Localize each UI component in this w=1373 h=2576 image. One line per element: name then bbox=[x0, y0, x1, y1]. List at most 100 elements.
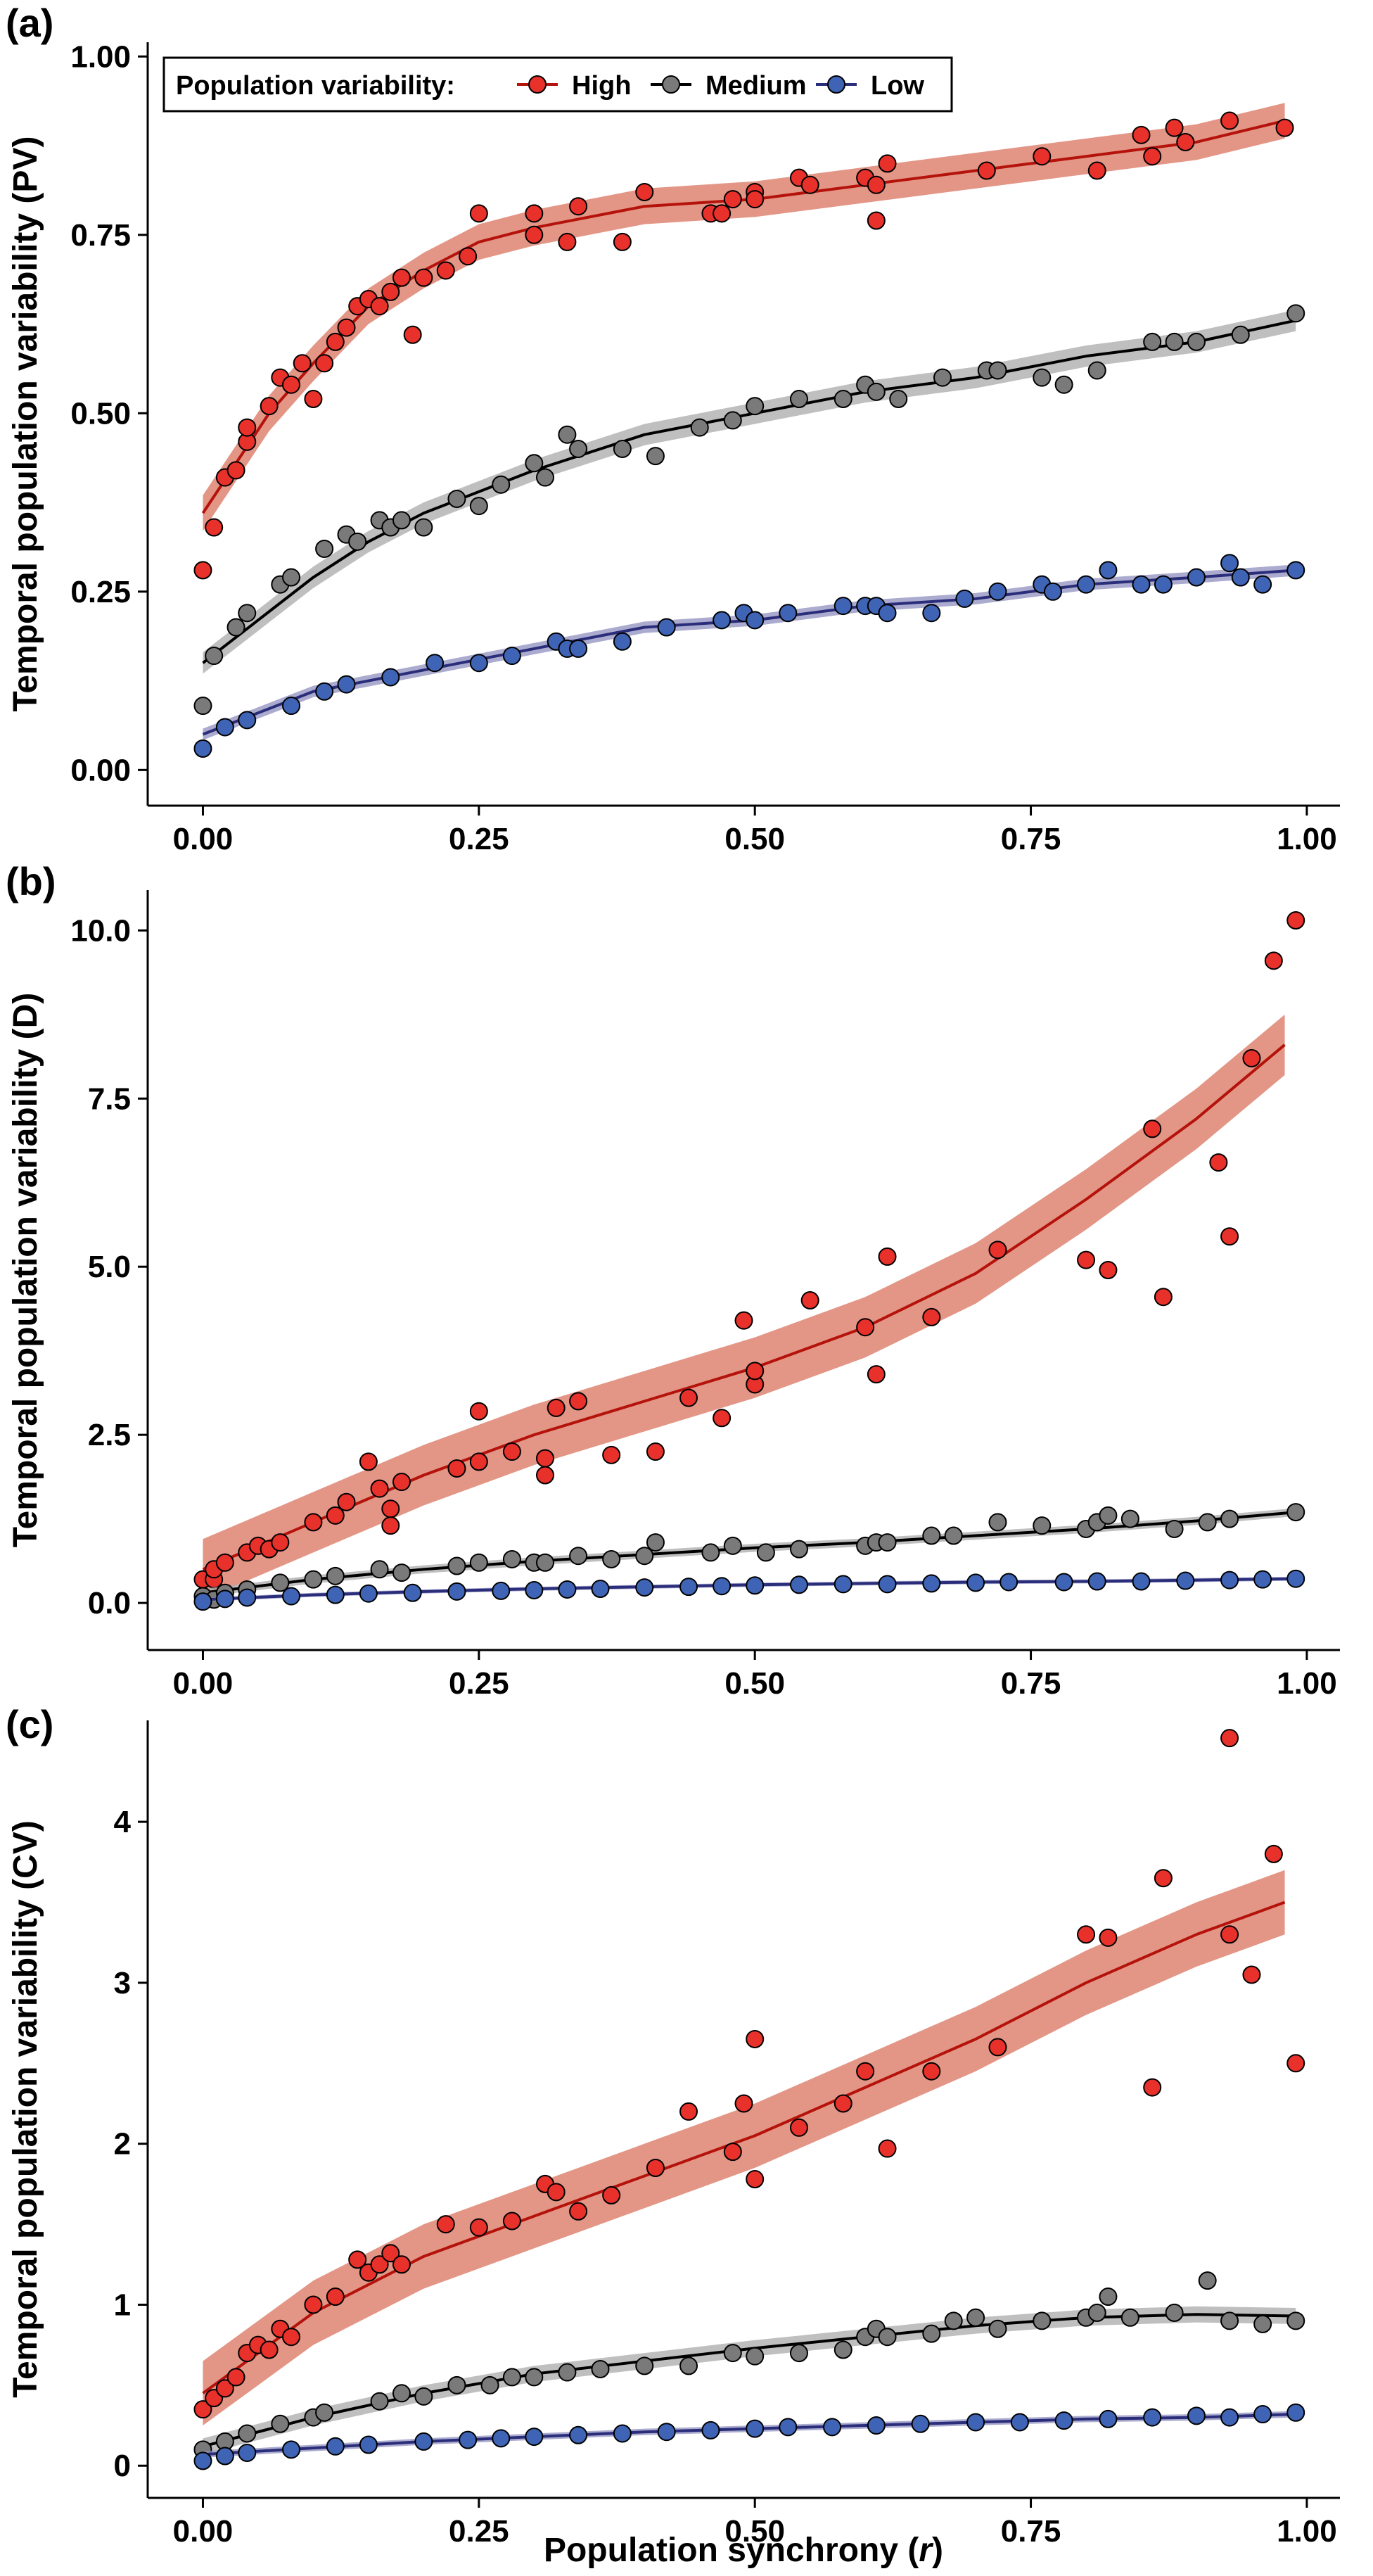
data-point bbox=[922, 1526, 941, 1545]
data-point bbox=[271, 2414, 290, 2433]
data-point bbox=[746, 1576, 765, 1595]
data-point bbox=[469, 1553, 488, 1572]
data-point bbox=[1099, 2288, 1118, 2307]
data-point bbox=[713, 611, 732, 630]
data-point bbox=[878, 604, 897, 623]
series-high bbox=[193, 911, 1305, 1600]
data-point bbox=[646, 1533, 665, 1552]
data-point bbox=[271, 1573, 290, 1592]
data-point bbox=[856, 1318, 875, 1337]
data-point bbox=[591, 1580, 610, 1599]
data-point bbox=[381, 1499, 400, 1518]
data-point bbox=[789, 390, 808, 409]
data-point bbox=[679, 1388, 698, 1407]
data-point bbox=[1220, 1227, 1239, 1246]
data-point bbox=[348, 2250, 367, 2269]
data-point bbox=[392, 1473, 411, 1492]
data-point bbox=[988, 1513, 1007, 1532]
data-point bbox=[723, 2143, 742, 2162]
data-point bbox=[1132, 1572, 1151, 1591]
data-point bbox=[988, 582, 1007, 601]
data-point bbox=[492, 475, 511, 494]
panel-letter: (b) bbox=[6, 859, 56, 903]
data-point bbox=[878, 1533, 897, 1552]
data-point bbox=[469, 204, 488, 223]
x-tick-label: 0.00 bbox=[173, 1666, 234, 1701]
data-point bbox=[657, 618, 676, 637]
data-point bbox=[977, 161, 996, 180]
data-point bbox=[492, 1581, 511, 1600]
data-point bbox=[525, 1580, 544, 1599]
x-axis-title: Population synchrony (r) bbox=[544, 2532, 943, 2569]
data-point bbox=[1286, 1503, 1305, 1522]
data-point bbox=[635, 1578, 654, 1597]
data-point bbox=[1198, 2271, 1217, 2290]
series-high bbox=[193, 103, 1294, 580]
data-point bbox=[315, 2403, 334, 2422]
data-point bbox=[215, 2447, 234, 2466]
fit-line bbox=[202, 1901, 1286, 2394]
data-point bbox=[414, 518, 433, 537]
data-point bbox=[1143, 1119, 1162, 1138]
data-point bbox=[1077, 1250, 1096, 1269]
data-point bbox=[525, 225, 544, 244]
data-point bbox=[315, 682, 334, 701]
data-point bbox=[1286, 2054, 1305, 2073]
data-point bbox=[966, 2308, 985, 2327]
data-point bbox=[205, 518, 224, 537]
data-point bbox=[536, 1449, 554, 1468]
data-point bbox=[823, 2418, 842, 2437]
data-point bbox=[469, 1452, 488, 1471]
data-point bbox=[1253, 2314, 1272, 2333]
data-point bbox=[602, 2185, 621, 2204]
data-point bbox=[238, 418, 257, 437]
legend-label-medium: Medium bbox=[705, 71, 807, 101]
data-point bbox=[1033, 2311, 1052, 2330]
data-point bbox=[414, 2387, 433, 2406]
data-point bbox=[1154, 575, 1173, 594]
y-tick-label: 0.50 bbox=[70, 396, 131, 431]
data-point bbox=[602, 1445, 621, 1464]
data-point bbox=[734, 1311, 753, 1330]
data-point bbox=[1143, 332, 1162, 351]
data-point bbox=[1242, 1965, 1261, 1984]
data-point bbox=[988, 1241, 1007, 1260]
data-point bbox=[525, 454, 544, 473]
data-point bbox=[878, 2328, 897, 2347]
data-point bbox=[447, 1582, 466, 1601]
data-point bbox=[215, 2379, 234, 2398]
y-tick-label: 0 bbox=[114, 2449, 131, 2483]
series-low bbox=[193, 1569, 1305, 1611]
data-point bbox=[1154, 1288, 1173, 1307]
data-point bbox=[547, 1398, 566, 1417]
data-point bbox=[1154, 1869, 1173, 1888]
data-point bbox=[193, 697, 212, 716]
data-point bbox=[1000, 1573, 1018, 1592]
data-point bbox=[867, 211, 886, 230]
data-point bbox=[613, 632, 632, 651]
data-point bbox=[1087, 161, 1106, 180]
data-point bbox=[1043, 582, 1062, 601]
data-point bbox=[459, 2430, 478, 2449]
data-point bbox=[282, 375, 301, 394]
y-axis-title: Temporal population variability (CV) bbox=[7, 1820, 44, 2398]
data-point bbox=[746, 2029, 765, 2048]
data-point bbox=[922, 2062, 941, 2081]
data-point bbox=[867, 175, 886, 194]
data-point bbox=[1077, 1925, 1096, 1944]
data-point bbox=[779, 604, 798, 623]
data-point bbox=[1087, 1572, 1106, 1591]
data-point bbox=[1165, 1519, 1184, 1538]
data-point bbox=[569, 2425, 588, 2444]
data-point bbox=[1220, 1925, 1239, 1944]
data-point bbox=[933, 368, 952, 387]
data-point bbox=[1220, 1729, 1239, 1748]
data-point bbox=[293, 354, 312, 373]
data-point bbox=[569, 1392, 588, 1411]
data-point bbox=[569, 639, 588, 658]
data-point bbox=[944, 2311, 963, 2330]
data-point bbox=[282, 2440, 301, 2459]
confidence-band bbox=[203, 1508, 1296, 1597]
y-tick-label: 1.00 bbox=[70, 39, 131, 74]
series-high bbox=[193, 1729, 1305, 2426]
